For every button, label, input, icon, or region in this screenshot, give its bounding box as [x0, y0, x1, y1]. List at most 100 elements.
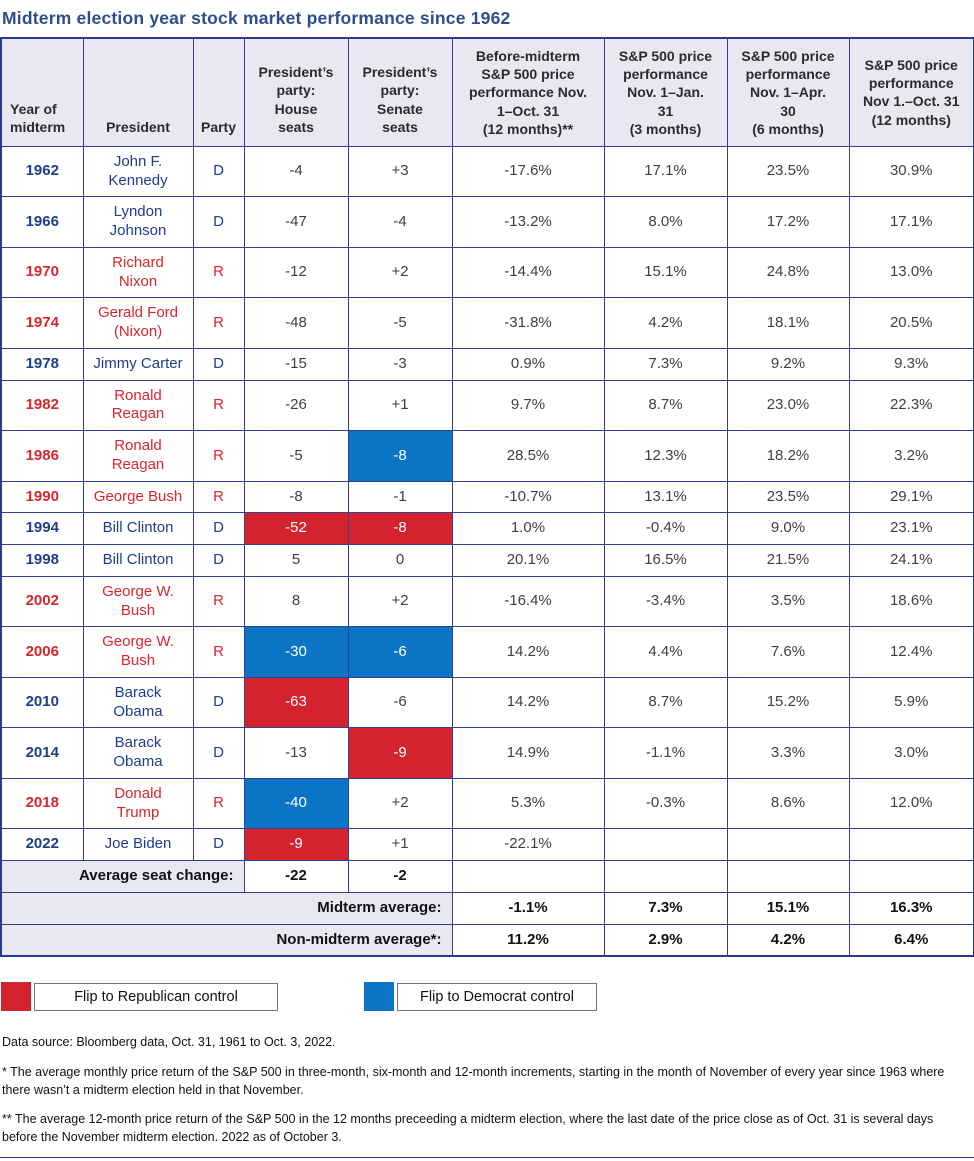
midterm-average-cell: -1.1%: [451, 891, 605, 925]
president-cell: Richard Nixon: [82, 246, 194, 299]
house-seats-cell: -40: [243, 777, 349, 830]
performance-cell: 18.6%: [848, 575, 974, 628]
table-row: 1962 John F. Kennedy D -4 +3 -17.6% 17.1% 23.5%…: [0, 145, 974, 198]
party-cell: R: [192, 626, 245, 678]
performance-cell: -0.3%: [603, 777, 728, 830]
president-cell: Donald Trump: [82, 777, 194, 830]
president-cell: Barack Obama: [82, 727, 194, 779]
house-seats-cell: -5: [243, 430, 349, 482]
col-header-3m: S&P 500 price performance Nov. 1–Jan. 31…: [603, 37, 728, 147]
performance-cell: 9.2%: [726, 347, 850, 381]
performance-cell: -10.7%: [451, 480, 605, 514]
col-header-president: President: [82, 37, 194, 147]
performance-cell: 14.2%: [451, 626, 605, 678]
party-cell: D: [192, 145, 245, 198]
table-row: 1970 Richard Nixon R -12 +2 -14.4% 15.1% 24.8% 1…: [0, 246, 974, 299]
president-cell: Jimmy Carter: [82, 347, 194, 381]
performance-cell: -1.1%: [603, 727, 728, 779]
year-cell: 1974: [0, 297, 84, 349]
president-cell: Ronald Reagan: [82, 430, 194, 482]
party-cell: R: [192, 575, 245, 628]
table-row: 1994 Bill Clinton D -52 -8 1.0% -0.4% 9.0% 23.1%: [0, 512, 974, 546]
president-cell: George W. Bush: [82, 575, 194, 628]
empty-cell: [848, 860, 974, 893]
president-cell: George Bush: [82, 480, 194, 514]
performance-cell: 5.3%: [451, 777, 605, 830]
performance-cell: 23.5%: [726, 145, 850, 198]
header-row: Year of midterm President Party Presiden…: [0, 37, 974, 147]
house-seats-cell: -13: [243, 727, 349, 779]
non-midterm-average-cell: 4.2%: [726, 923, 850, 957]
footnotes: Data source: Bloomberg data, Oct. 31, 19…: [2, 1033, 967, 1146]
year-cell: 1986: [0, 430, 84, 482]
year-cell: 2014: [0, 727, 84, 779]
table-body: 1962 John F. Kennedy D -4 +3 -17.6% 17.1% 23.5%…: [0, 145, 974, 862]
table-row: 1966 Lyndon Johnson D -47 -4 -13.2% 8.0% 17.2% 1…: [0, 196, 974, 248]
year-cell: 1970: [0, 246, 84, 299]
performance-cell: 17.1%: [603, 145, 728, 198]
party-cell: D: [192, 347, 245, 381]
republican-flip-swatch-icon: [1, 982, 31, 1012]
performance-cell: 8.7%: [603, 676, 728, 729]
bottom-divider: [0, 1157, 974, 1161]
table-row: 1978 Jimmy Carter D -15 -3 0.9% 7.3% 9.2% 9.3%: [0, 347, 974, 381]
house-seats-cell: -12: [243, 246, 349, 299]
president-cell: Lyndon Johnson: [82, 196, 194, 248]
non-midterm-average-cell: 2.9%: [603, 923, 728, 957]
performance-cell: -17.6%: [451, 145, 605, 198]
performance-cell: 22.3%: [848, 379, 974, 432]
performance-cell: 8.0%: [603, 196, 728, 248]
party-cell: R: [192, 777, 245, 830]
democrat-flip-swatch-icon: [364, 982, 394, 1012]
performance-cell: 13.0%: [848, 246, 974, 299]
senate-seats-cell: -3: [347, 347, 453, 381]
senate-seats-cell: -8: [347, 512, 453, 546]
party-cell: R: [192, 297, 245, 349]
col-header-before-midterm-12m: Before-midterm S&P 500 price performance…: [451, 37, 605, 147]
senate-seats-cell: +2: [347, 246, 453, 299]
party-cell: D: [192, 196, 245, 248]
performance-cell: -16.4%: [451, 575, 605, 628]
performance-cell: 8.7%: [603, 379, 728, 432]
performance-cell: 13.1%: [603, 480, 728, 514]
performance-cell: 9.7%: [451, 379, 605, 432]
empty-cell: [603, 860, 728, 893]
senate-seats-cell: 0: [347, 544, 453, 577]
president-cell: Gerald Ford (Nixon): [82, 297, 194, 349]
table-row: 2018 Donald Trump R -40 +2 5.3% -0.3% 8.6% 12.0%: [0, 777, 974, 830]
performance-cell: 23.1%: [848, 512, 974, 546]
table-row: 2010 Barack Obama D -63 -6 14.2% 8.7% 15.2% 5.9%: [0, 676, 974, 729]
non-midterm-average-cell: 11.2%: [451, 923, 605, 957]
senate-seats-cell: +2: [347, 575, 453, 628]
midterm-average-cell: 16.3%: [848, 891, 974, 925]
house-seats-cell: -15: [243, 347, 349, 381]
president-cell: Bill Clinton: [82, 512, 194, 546]
president-cell: Bill Clinton: [82, 544, 194, 577]
performance-cell: 7.3%: [603, 347, 728, 381]
performance-cell: 12.3%: [603, 430, 728, 482]
performance-cell: 7.6%: [726, 626, 850, 678]
senate-seats-cell: -5: [347, 297, 453, 349]
year-cell: 1978: [0, 347, 84, 381]
year-cell: 2010: [0, 676, 84, 729]
performance-cell: -3.4%: [603, 575, 728, 628]
avg-house-seats-cell: -22: [243, 860, 349, 893]
performance-cell: 8.6%: [726, 777, 850, 830]
midterm-average-cell: 15.1%: [726, 891, 850, 925]
performance-cell: 14.2%: [451, 676, 605, 729]
performance-cell: 15.1%: [603, 246, 728, 299]
empty-cell: [451, 860, 605, 893]
performance-cell: 4.2%: [603, 297, 728, 349]
party-cell: R: [192, 430, 245, 482]
house-seats-cell: -48: [243, 297, 349, 349]
house-seats-cell: 8: [243, 575, 349, 628]
legend-label-republican: Flip to Republican control: [34, 982, 278, 1011]
performance-cell: 21.5%: [726, 544, 850, 577]
performance-cell: 24.8%: [726, 246, 850, 299]
senate-seats-cell: -4: [347, 196, 453, 248]
house-seats-cell: -52: [243, 512, 349, 546]
house-seats-cell: -4: [243, 145, 349, 198]
performance-cell: [603, 828, 728, 862]
performance-cell: 23.5%: [726, 480, 850, 514]
president-cell: Joe Biden: [82, 828, 194, 862]
